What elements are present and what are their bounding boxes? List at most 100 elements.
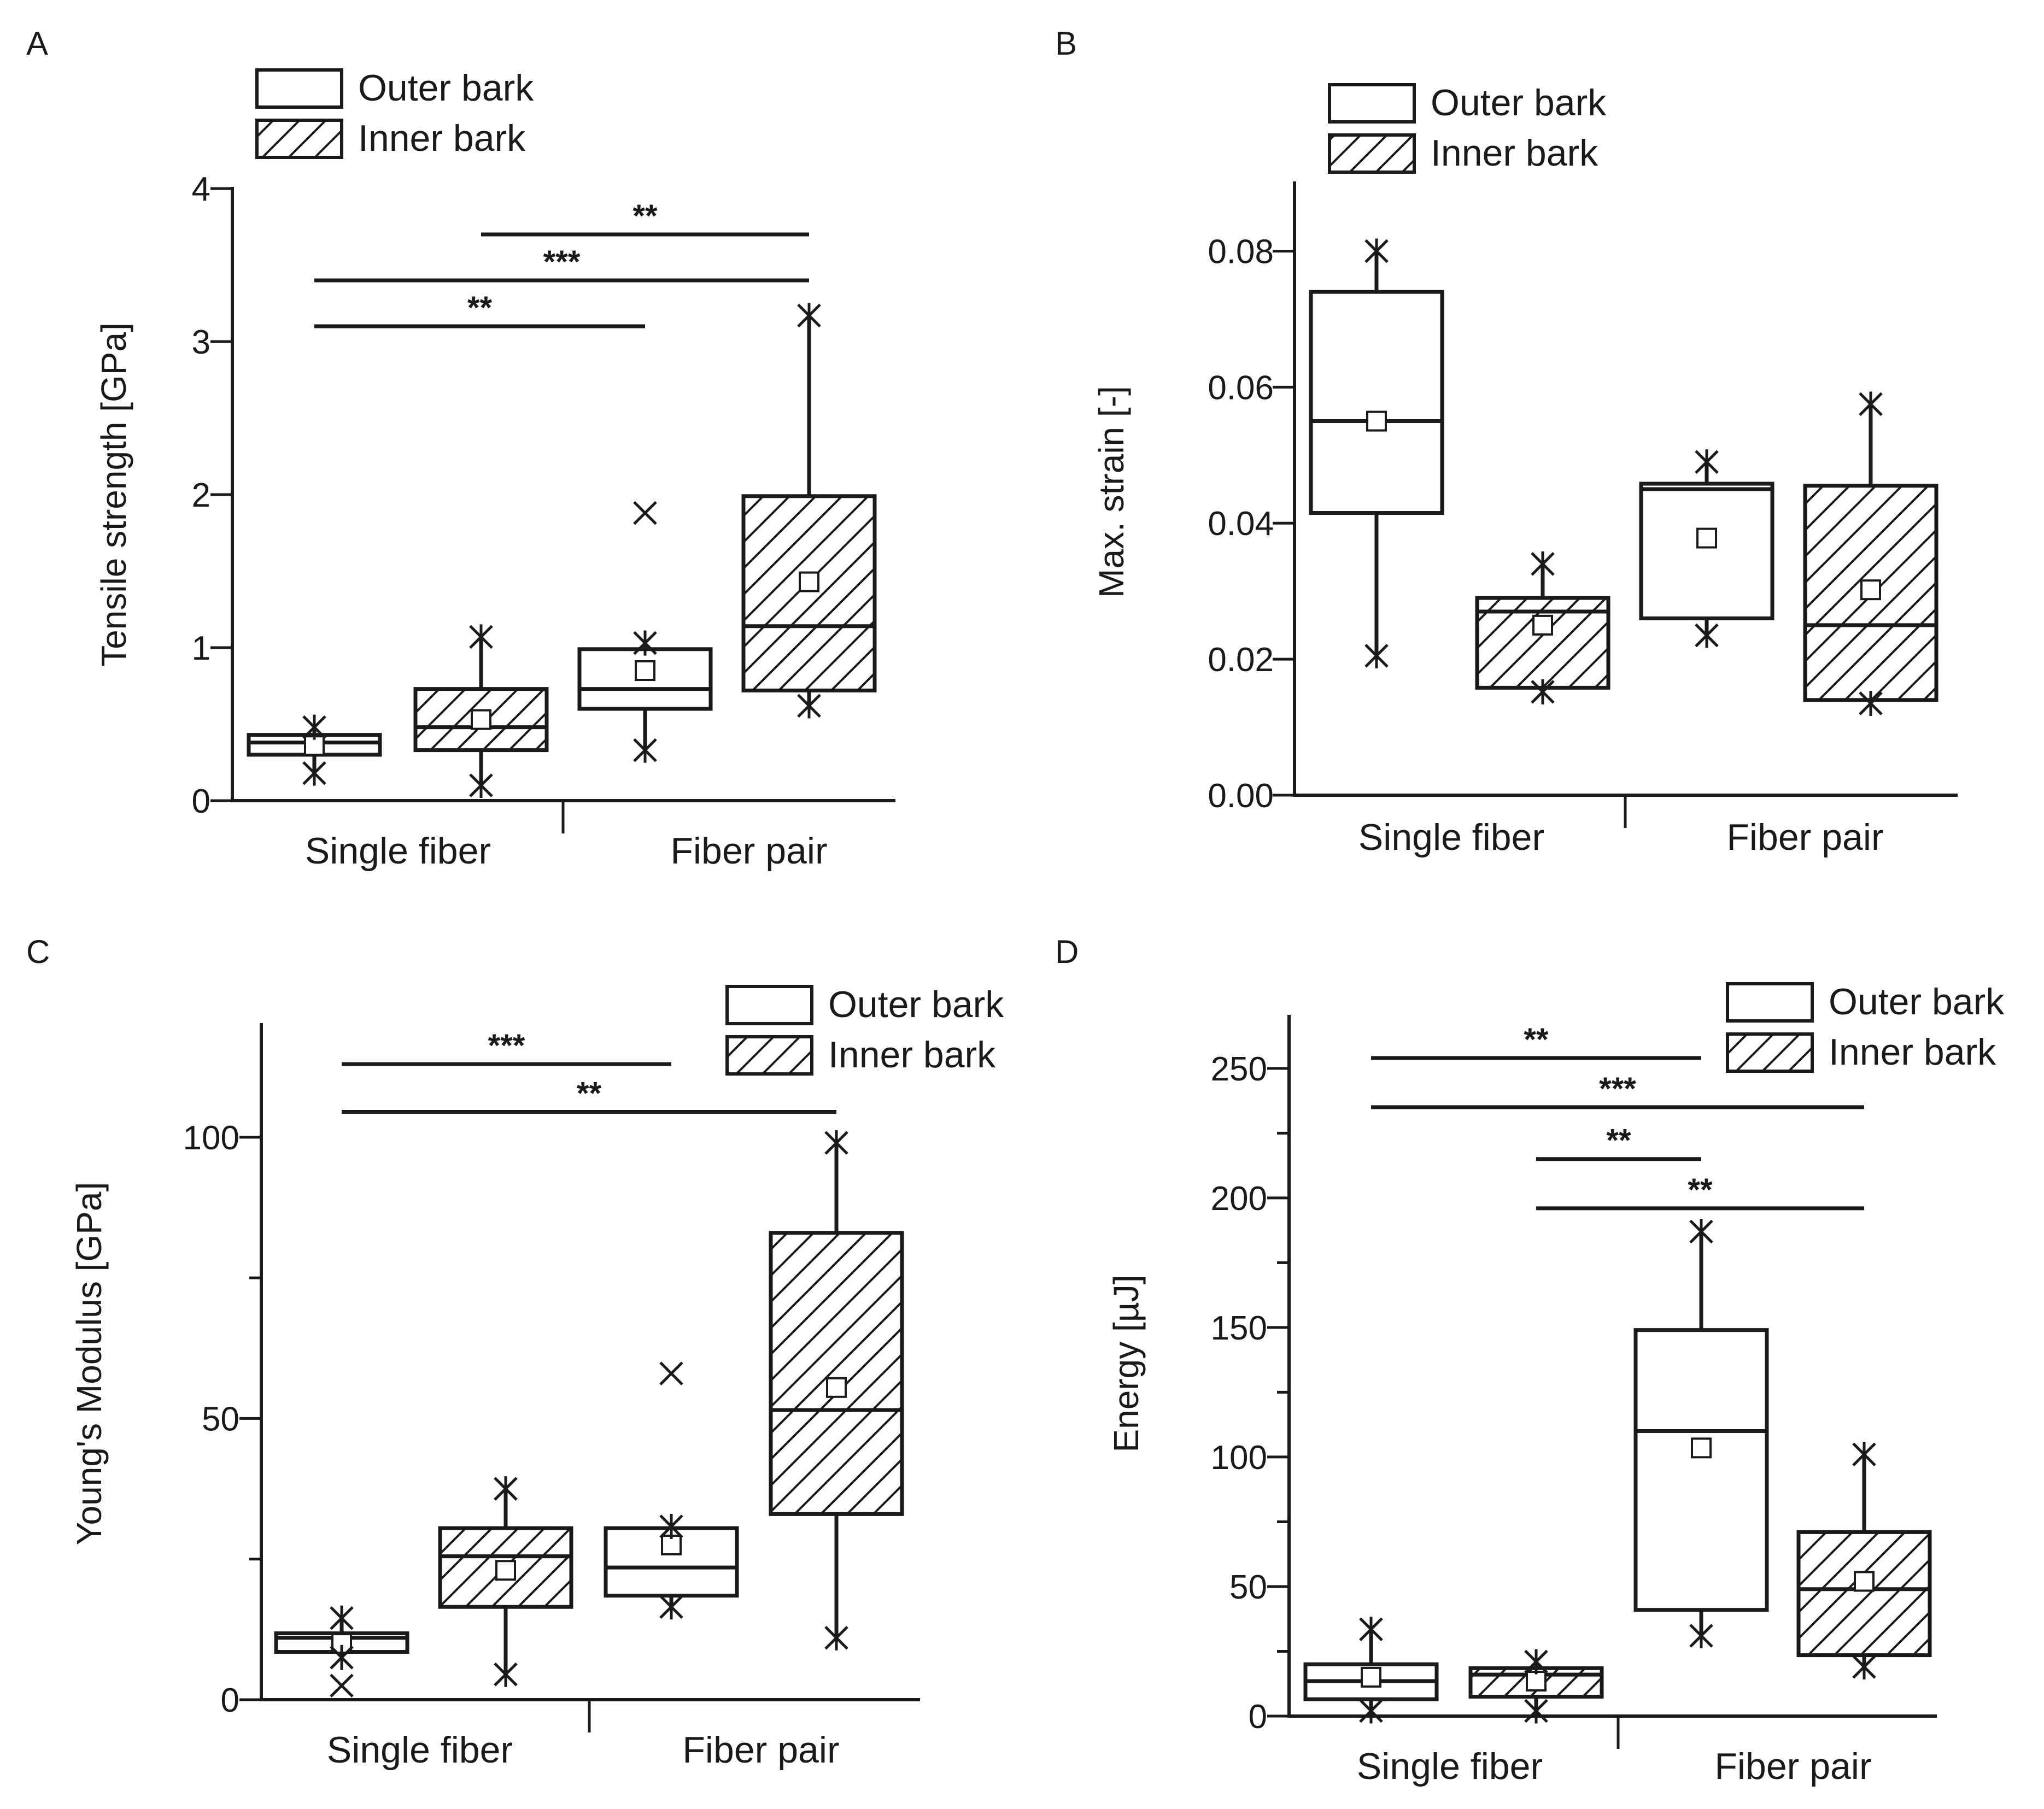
- min-marker: [1695, 622, 1719, 648]
- legend-swatch-outer-bark: [1726, 982, 1814, 1023]
- max-marker: [1531, 551, 1555, 577]
- min-marker: [1852, 1654, 1876, 1679]
- box-single-fiber-inner-bark: [1475, 551, 1610, 704]
- y-tick-label: 0: [221, 1682, 239, 1719]
- mean-marker: [1860, 579, 1881, 601]
- legend-label-outer-bark: Outer bark: [1829, 981, 2005, 1023]
- y-tick-label: 0.02: [1208, 641, 1274, 679]
- mean-marker: [799, 571, 819, 592]
- iqr-box: [741, 494, 877, 692]
- panel-letter: B: [1055, 25, 1077, 62]
- panel-letter: D: [1055, 933, 1079, 970]
- max-marker: [1695, 449, 1719, 475]
- y-tick-label: 150: [1211, 1309, 1267, 1347]
- max-marker: [494, 1476, 518, 1502]
- min-marker: [330, 1644, 354, 1670]
- y-tick-label: 0: [1249, 1698, 1267, 1736]
- x-category-label-fiber-pair: Fiber pair: [682, 1729, 839, 1771]
- min-marker: [1689, 1623, 1713, 1649]
- x-category-label-fiber-pair: Fiber pair: [1714, 1746, 1871, 1787]
- y-axis-title: Max. strain [-]: [1092, 386, 1131, 598]
- x-category-label-single-fiber: Single fiber: [327, 1729, 513, 1771]
- box-fiber-pair-inner-bark: [741, 303, 877, 719]
- legend-label-inner-bark: Inner bark: [828, 1034, 996, 1076]
- legend-swatch-outer-bark: [725, 985, 813, 1025]
- mean-marker: [635, 660, 655, 681]
- legend-swatch-inner-bark: [1328, 133, 1416, 174]
- min-marker: [1524, 1698, 1548, 1724]
- legend: Outer bark Inner bark: [1328, 82, 1607, 174]
- y-tick-label: 2: [192, 477, 210, 514]
- box-fiber-pair-outer-bark: [1639, 449, 1774, 648]
- outlier-marker: [330, 1673, 354, 1698]
- min-marker: [797, 693, 821, 719]
- max-marker: [659, 1514, 683, 1540]
- max-marker: [1689, 1219, 1713, 1244]
- panel-d: D 0 50 100 150 200 250 Energy [µJ] Single fiber F…: [1055, 933, 2005, 1787]
- panel-letter: A: [26, 25, 48, 62]
- significance-label: **: [467, 290, 493, 326]
- box-fiber-pair-outer-bark: [604, 1361, 739, 1620]
- mean-marker: [1691, 1437, 1712, 1459]
- legend-label-inner-bark: Inner bark: [358, 118, 526, 159]
- box-single-fiber-inner-bark: [438, 1476, 573, 1687]
- y-tick-label: 0.08: [1208, 233, 1274, 271]
- max-marker: [1359, 1617, 1383, 1642]
- legend-swatch-inner-bark: [725, 1035, 813, 1076]
- significance-label: **: [1688, 1172, 1713, 1208]
- min-marker: [659, 1594, 683, 1620]
- significance-label: ***: [543, 244, 581, 280]
- mean-marker: [1526, 1671, 1547, 1691]
- legend-label-inner-bark: Inner bark: [1829, 1031, 1996, 1073]
- legend-swatch-outer-bark: [1328, 83, 1416, 124]
- panel-letter: C: [26, 933, 50, 970]
- mean-marker: [826, 1377, 847, 1398]
- x-category-label-single-fiber: Single fiber: [305, 830, 491, 872]
- panel-a: A 0 1 2 3 4 Tensile strength [GPa] Single fiber…: [26, 25, 895, 872]
- legend-swatch-inner-bark: [255, 119, 343, 159]
- significance-label: **: [1606, 1123, 1631, 1159]
- panel-b: B 0.00 0.02 0.04 0.06 0.08 Max. strain [-] Sing…: [1055, 25, 1958, 858]
- box-fiber-pair-inner-bark: [1803, 391, 1938, 716]
- min-marker: [633, 737, 657, 763]
- box-single-fiber-inner-bark: [413, 624, 549, 798]
- max-marker: [824, 1130, 848, 1156]
- mean-marker: [495, 1560, 516, 1581]
- y-tick-label: 100: [183, 1119, 239, 1157]
- legend-label-inner-bark: Inner bark: [1431, 132, 1598, 174]
- max-marker: [1524, 1649, 1548, 1675]
- outlier-marker: [659, 1361, 683, 1385]
- max-marker: [797, 303, 821, 328]
- max-marker: [469, 624, 493, 650]
- box-fiber-pair-outer-bark: [1633, 1219, 1769, 1649]
- box-single-fiber-outer-bark: [247, 714, 382, 786]
- box-single-fiber-inner-bark: [1468, 1649, 1604, 1724]
- min-marker: [1531, 679, 1555, 704]
- y-tick-label: 0.04: [1208, 505, 1274, 543]
- y-tick-label: 0.06: [1208, 369, 1274, 407]
- legend-swatch-inner-bark: [1726, 1032, 1814, 1073]
- iqr-box: [1309, 290, 1444, 515]
- mean-marker: [1696, 527, 1717, 549]
- significance-label: ***: [488, 1028, 525, 1064]
- y-tick-label: 4: [192, 171, 210, 208]
- max-marker: [1852, 1442, 1876, 1467]
- box-single-fiber-outer-bark: [1309, 238, 1444, 668]
- y-axis-title: Tensile strength [GPa]: [94, 322, 133, 667]
- mean-marker: [1366, 410, 1387, 432]
- y-tick-label: 50: [1229, 1569, 1267, 1606]
- max-marker: [633, 630, 657, 656]
- y-tick-label: 100: [1211, 1439, 1267, 1477]
- legend-swatch-outer-bark: [255, 68, 343, 109]
- legend: Outer bark Inner bark: [1726, 981, 2005, 1073]
- max-marker: [1364, 238, 1389, 264]
- x-category-label-fiber-pair: Fiber pair: [670, 830, 827, 872]
- y-tick-label: 50: [202, 1400, 239, 1438]
- min-marker: [302, 760, 326, 786]
- box-fiber-pair-inner-bark: [769, 1130, 904, 1651]
- min-marker: [494, 1661, 518, 1687]
- y-tick-label: 0: [192, 783, 210, 820]
- max-marker: [1859, 391, 1883, 417]
- mean-marker: [1361, 1666, 1381, 1688]
